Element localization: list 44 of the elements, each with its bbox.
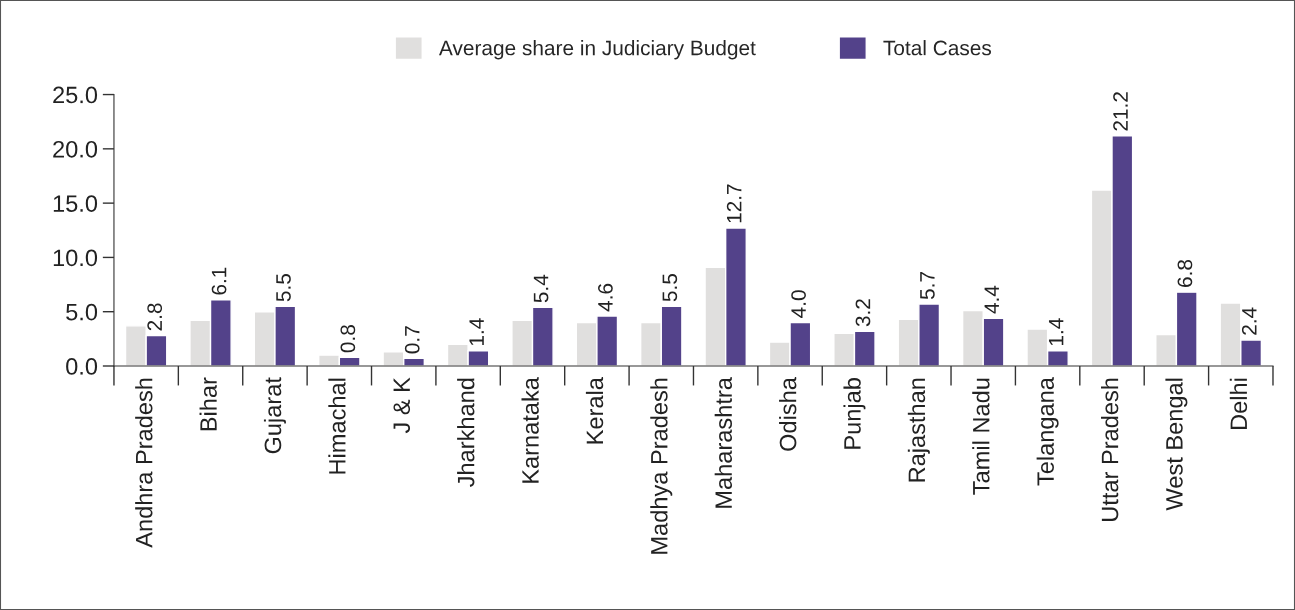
data-label: 0.7: [404, 326, 420, 354]
y-tick-label: 15.0: [53, 195, 98, 212]
x-tick-label: Gujarat: [263, 377, 286, 454]
x-tick-label: Punjab: [843, 378, 866, 449]
x-tick-label: Uttar Pradesh: [1101, 378, 1119, 521]
x-tick-label: West Bengal: [1165, 378, 1188, 511]
data-label: 2.4: [1241, 307, 1257, 335]
legend-label: Total Cases: [883, 40, 992, 56]
data-label: 6.8: [1177, 259, 1193, 287]
y-tick-label: 10.0: [53, 249, 98, 267]
x-tick-label: Delhi: [1229, 378, 1248, 429]
data-label: 4.6: [598, 283, 613, 312]
x-tick-label: Karnataka: [521, 377, 539, 483]
legend-label: Average share in Judiciary Budget: [438, 40, 756, 60]
data-label: 4.4: [984, 285, 999, 314]
data-label: 5.7: [920, 272, 935, 300]
data-label: 12.7: [726, 184, 742, 223]
x-tick-label: J & K: [393, 377, 411, 434]
x-tick-label: Maharashtra: [714, 377, 733, 508]
data-label: 6.1: [211, 267, 227, 295]
data-label: 4.0: [791, 290, 806, 318]
data-label: 21.2: [1113, 92, 1128, 131]
x-tick-label: Telangana: [1036, 377, 1059, 486]
data-label: 2.8: [147, 303, 163, 331]
y-tick-label: 25.0: [53, 86, 98, 104]
x-tick-label: Tamil Nadu: [972, 378, 990, 495]
y-tick-label: 5.0: [66, 303, 98, 321]
x-tick-label: Kerala: [585, 377, 604, 444]
data-label: 0.8: [340, 325, 356, 353]
y-tick-label: 20.0: [53, 140, 98, 158]
y-tick-label: 0.0: [66, 358, 98, 375]
data-label: 5.4: [533, 274, 549, 303]
data-label: 1.4: [469, 318, 484, 346]
x-tick-label: Andhra Pradesh: [135, 378, 153, 548]
x-tick-label: Himachal: [328, 378, 346, 474]
data-label: 5.5: [662, 274, 678, 302]
data-label: 3.2: [855, 299, 871, 327]
data-label: 5.5: [276, 274, 291, 302]
x-tick-label: Madhya Pradesh: [650, 378, 673, 554]
data-label: 1.4: [1048, 318, 1064, 346]
x-tick-label: Rajasthan: [907, 378, 930, 482]
x-tick-label: Jharkhand: [457, 378, 475, 487]
x-tick-label: Bihar: [199, 377, 217, 431]
x-tick-label: Odisha: [779, 377, 797, 451]
